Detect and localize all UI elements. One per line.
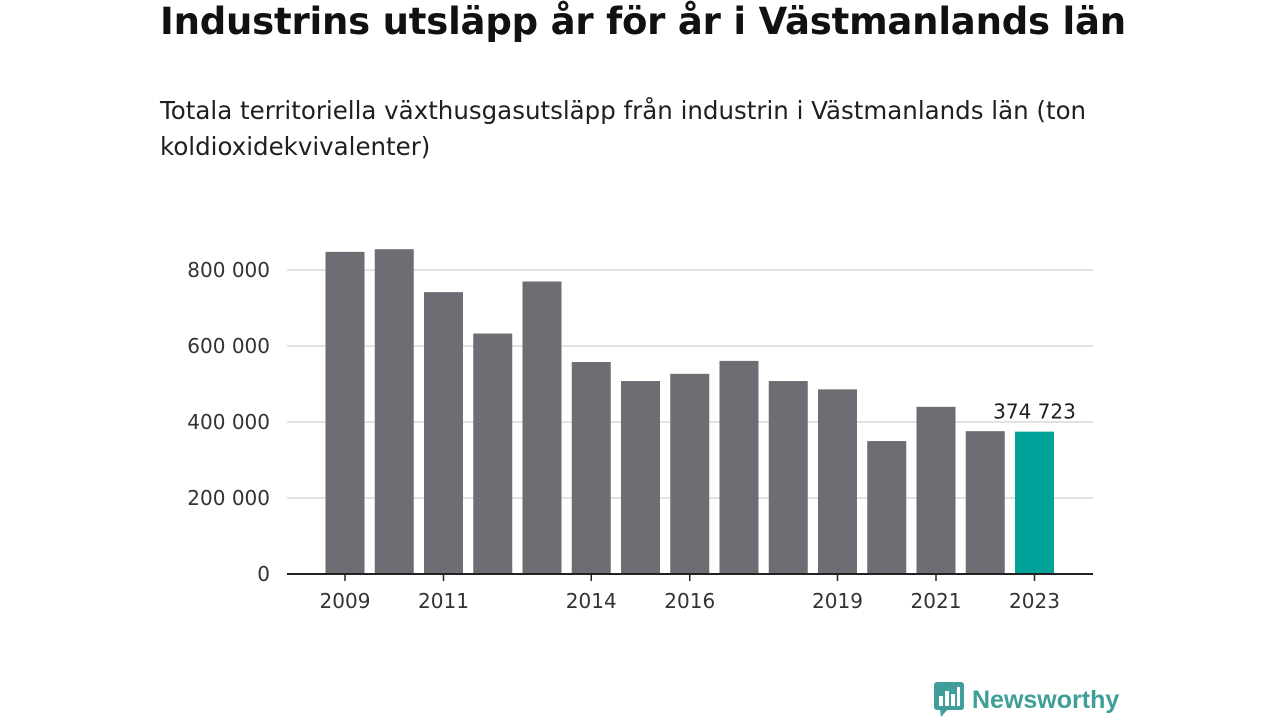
y-tick-label: 800 000: [187, 258, 270, 282]
x-tick-label: 2021: [911, 589, 962, 613]
bar-chart-speech-bubble-icon: [934, 682, 964, 717]
y-tick-label: 600 000: [187, 334, 270, 358]
data-labels: 374 723: [993, 400, 1076, 424]
data-label: 374 723: [993, 400, 1076, 424]
y-axis-labels: 0 200 000 400 000 600 000 800 000: [187, 258, 270, 586]
x-tick-label: 2009: [320, 589, 371, 613]
bar-2012: [473, 333, 513, 574]
x-tick-label: 2011: [418, 589, 469, 613]
bar-2015: [621, 381, 660, 574]
logo-text: Newsworthy: [972, 685, 1120, 714]
bar-2023: [1015, 431, 1054, 574]
y-tick-label: 400 000: [187, 410, 270, 434]
y-tick-label: 0: [257, 562, 270, 586]
bar-2013: [522, 281, 562, 574]
x-axis: 2009 2011 2014 2016 2019 2021 2023: [287, 573, 1093, 613]
x-tick-label: 2023: [1009, 589, 1060, 613]
bar-2020: [867, 441, 907, 574]
bar-2021: [916, 406, 956, 574]
newsworthy-logo: Newsworthy: [934, 682, 1119, 718]
bar-2022: [965, 431, 1005, 574]
bar-2017: [719, 360, 759, 574]
x-tick-label: 2014: [566, 589, 617, 613]
bar-2016: [670, 373, 710, 574]
grid-lines: [287, 269, 1093, 499]
x-tick-label: 2019: [812, 589, 863, 613]
bar-2018: [768, 381, 808, 574]
bar-2009: [325, 251, 365, 574]
bar-2011: [424, 292, 463, 574]
y-tick-label: 200 000: [187, 486, 270, 510]
bar-2014: [571, 362, 611, 574]
chart-title: Industrins utsläpp år för år i Västmanla…: [160, 0, 1126, 43]
bar-2010: [374, 249, 414, 574]
chart-subtitle: Totala territoriella växthusgasutsläpp f…: [160, 96, 1087, 161]
bar-2019: [818, 389, 857, 574]
x-tick-label: 2016: [664, 589, 715, 613]
bars: [325, 249, 1054, 574]
